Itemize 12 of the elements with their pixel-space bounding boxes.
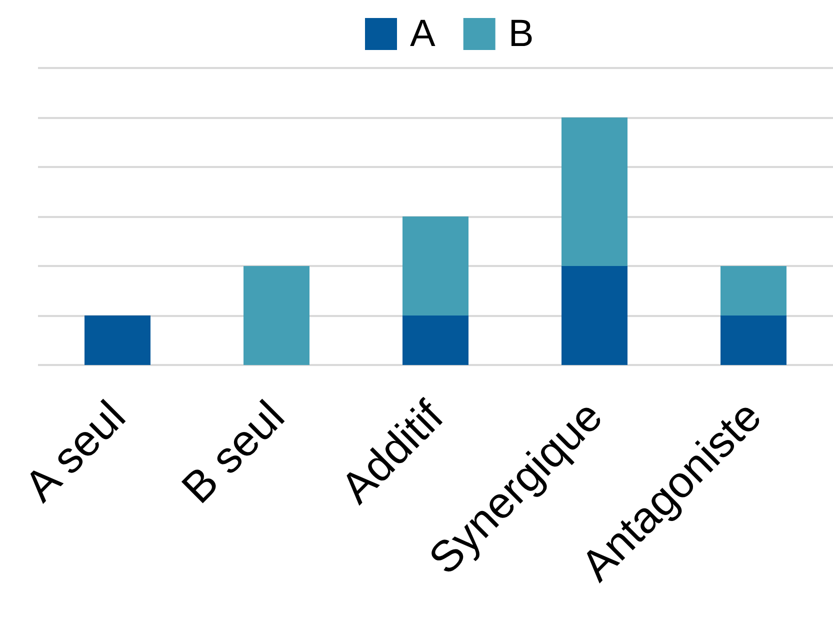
bar	[562, 266, 628, 365]
bar	[402, 316, 468, 365]
bar	[720, 266, 786, 316]
legend-label: A	[410, 13, 436, 55]
bar	[84, 316, 150, 365]
bar	[562, 118, 628, 266]
x-tick-label: A seul	[15, 392, 135, 512]
bar	[244, 266, 310, 365]
bar	[720, 316, 786, 365]
x-tick-label: B seul	[172, 392, 294, 513]
legend-label: B	[508, 13, 534, 55]
bar	[402, 216, 468, 316]
